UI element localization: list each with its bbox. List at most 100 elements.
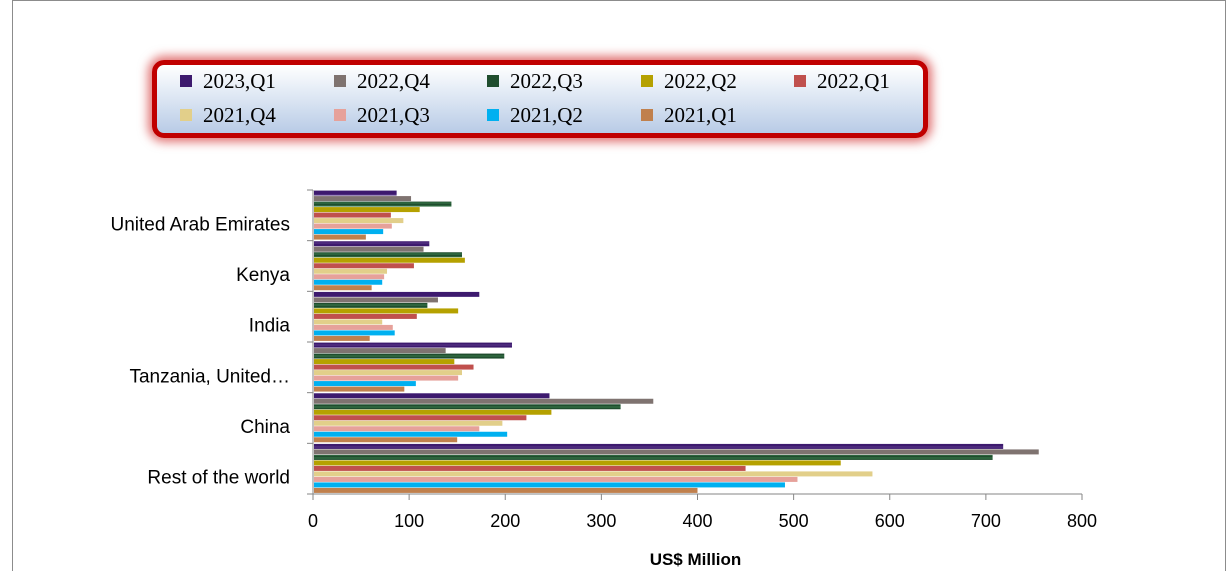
legend-label: 2021,Q1 [664,103,737,127]
x-tick-label: 600 [875,511,905,531]
bar-2021-Q3 [314,375,459,381]
chart-legend: 2023,Q1 2022,Q4 2022,Q3 2022,Q2 2022,Q1 2021,… [152,60,928,138]
bar-2022-Q3 [314,201,452,207]
bar-2021-Q1 [314,487,698,493]
bar-2022-Q3 [314,404,621,410]
bar-2023-Q1 [314,443,1004,449]
bar-2021-Q3 [314,324,393,330]
bar-2022-Q2 [314,359,455,365]
legend-label: 2022,Q2 [664,69,737,93]
bar-2023-Q1 [314,190,397,196]
bar-2022-Q3 [314,252,462,258]
bar-2022-Q1 [314,212,391,218]
legend-item: 2023,Q1 [180,69,276,93]
legend-swatch [334,109,346,121]
bar-2021-Q2 [314,279,383,285]
bar-2021-Q4 [314,218,404,224]
bar-2022-Q3 [314,302,428,308]
bar-2022-Q2 [314,207,420,213]
chart-frame [12,0,1226,571]
bar-2021-Q2 [314,381,416,387]
legend-item: 2021,Q2 [487,103,583,127]
category-label: India [249,316,291,337]
legend-swatch [180,109,192,121]
x-tick-label: 0 [308,511,318,531]
bar-2023-Q1 [314,241,430,247]
bar-2021-Q2 [314,482,785,488]
category-label: Tanzania, United… [129,366,290,387]
bar-2021-Q4 [314,319,383,325]
legend-item: 2021,Q1 [641,103,737,127]
bar-2022-Q1 [314,364,474,370]
legend-label: 2021,Q4 [203,103,276,127]
chart-axes [307,189,1083,500]
bar-2022-Q2 [314,257,465,263]
x-tick-label: 300 [586,511,616,531]
legend-item: 2022,Q2 [641,69,737,93]
bar-2021-Q3 [314,274,385,280]
bar-2022-Q1 [314,415,527,421]
bar-2021-Q3 [314,426,480,432]
legend-item: 2021,Q4 [180,103,276,127]
legend-label: 2022,Q1 [817,69,890,93]
x-tick-label: 700 [971,511,1001,531]
bar-2023-Q1 [314,291,480,297]
legend-item: 2022,Q4 [334,69,430,93]
bar-2021-Q4 [314,370,462,376]
legend-item: 2022,Q1 [794,69,890,93]
legend-swatch [487,75,499,87]
legend-swatch [641,75,653,87]
bar-2021-Q3 [314,223,392,229]
legend-label: 2021,Q2 [510,103,583,127]
bar-2022-Q2 [314,308,459,314]
bar-2021-Q1 [314,335,370,341]
category-label: United Arab Emirates [110,214,290,235]
legend-item: 2021,Q3 [334,103,430,127]
x-tick-label: 500 [779,511,809,531]
category-label: Rest of the world [147,468,290,489]
legend-swatch [794,75,806,87]
x-tick-label: 400 [682,511,712,531]
bar-2021-Q3 [314,476,798,482]
bar-2021-Q2 [314,229,384,235]
legend-label: 2021,Q3 [357,103,430,127]
bar-2023-Q1 [314,393,550,399]
bar-2021-Q4 [314,471,873,477]
bar-2022-Q1 [314,313,417,319]
category-label: Kenya [236,265,290,286]
legend-swatch [641,109,653,121]
bar-2022-Q1 [314,263,414,269]
bar-2021-Q4 [314,420,503,426]
bar-2021-Q1 [314,386,405,392]
legend-swatch [487,109,499,121]
x-tick-label: 200 [490,511,520,531]
bar-2021-Q2 [314,330,395,336]
bar-2021-Q4 [314,268,388,274]
legend-label: 2022,Q3 [510,69,583,93]
legend-label: 2023,Q1 [203,69,276,93]
legend-item: 2022,Q3 [487,69,583,93]
bar-2021-Q1 [314,285,372,291]
x-tick-label: 100 [394,511,424,531]
bar-2022-Q4 [314,348,446,354]
bar-2021-Q1 [314,234,366,240]
bar-2022-Q2 [314,409,552,415]
bar-2022-Q4 [314,246,424,252]
bar-2022-Q4 [314,398,654,404]
bar-2022-Q2 [314,460,841,466]
bar-2022-Q3 [314,353,505,359]
legend-label: 2022,Q4 [357,69,430,93]
bar-2022-Q4 [314,297,438,303]
legend-swatch [180,75,192,87]
bar-2022-Q1 [314,465,746,471]
chart-labels: 0 100 200 300 400 500 600 700 800 US$ Million Unit… [110,214,1097,569]
bar-2022-Q4 [314,196,412,202]
bar-2023-Q1 [314,342,512,348]
category-label: China [240,417,290,438]
bar-2022-Q3 [314,454,993,460]
x-tick-label: 800 [1067,511,1097,531]
bar-2021-Q2 [314,431,508,437]
bar-2021-Q1 [314,437,458,443]
legend-swatch [334,75,346,87]
